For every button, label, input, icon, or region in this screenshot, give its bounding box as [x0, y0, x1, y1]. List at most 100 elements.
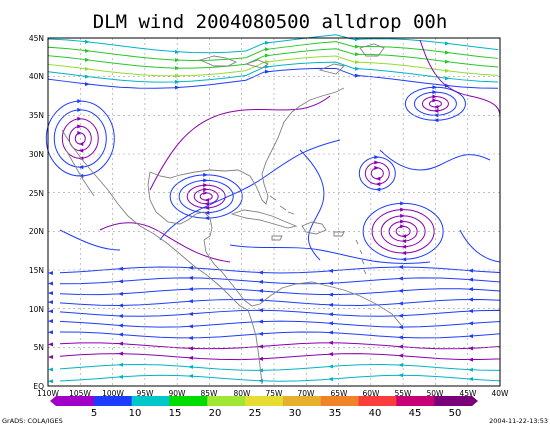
circulation-streamline [45, 100, 115, 177]
wind-arrow [48, 270, 53, 275]
wind-arrow [48, 319, 53, 324]
wind-arrow [118, 323, 123, 328]
lon-label: 40W [492, 389, 510, 398]
colorbar-swatch [56, 396, 95, 406]
wind-arrow [468, 367, 473, 372]
colorbar-value: 5 [91, 408, 97, 419]
newfoundland [359, 43, 385, 57]
easterly-streamline [59, 299, 501, 306]
wind-arrow [398, 362, 403, 367]
wind-arrow [77, 124, 83, 129]
colorbar-value: 25 [249, 408, 262, 419]
circulation-streamline [178, 179, 234, 214]
lat-label: 30N [29, 150, 44, 159]
jamaica [271, 235, 283, 241]
wind-arrow [355, 66, 360, 71]
lon-label: 45W [460, 389, 478, 398]
colorbar-value: 35 [329, 408, 342, 419]
wind-arrow [328, 321, 333, 326]
circulation-streamline [358, 156, 396, 191]
wind-arrow [188, 275, 193, 280]
westerly-streamline [47, 48, 499, 69]
south-america-west-coast [247, 309, 263, 385]
wind-arrow [118, 313, 123, 318]
wind-arrow [48, 367, 53, 372]
colorbar-right-cap [472, 396, 478, 406]
wind-arrow [188, 265, 193, 270]
wind-arrow [328, 340, 333, 345]
circulation-streamline [395, 225, 411, 237]
lon-label: 50W [427, 389, 445, 398]
wind-arrow [188, 355, 193, 360]
wind-arrow [468, 377, 473, 382]
wind-arrow [175, 73, 180, 78]
wind-arrow [375, 187, 381, 192]
wind-arrow [48, 330, 53, 335]
colorbar-value: 15 [169, 408, 182, 419]
wind-arrow [328, 364, 333, 369]
wind-arrow [85, 67, 90, 72]
wind-arrow [432, 90, 438, 95]
lon-label: 90W [169, 389, 187, 398]
wind-arrow [203, 187, 209, 192]
easterly-streamline [59, 288, 501, 296]
latitude-labels: EQ 5N 10N 15N 20N 25N 30N 35N 40N 45N [29, 34, 44, 391]
wind-arrow [204, 205, 210, 210]
wind-arrow [203, 190, 209, 195]
circulation-streamline [421, 96, 449, 112]
easterly-streamline [59, 353, 501, 361]
trough-streamline [159, 139, 341, 241]
map-title: DLM wind 2004080500 alldrop 00h [93, 11, 448, 33]
baja-california [65, 149, 95, 197]
wind-arrow [374, 165, 380, 170]
wind-arrow [258, 308, 263, 313]
wind-arrow [188, 299, 193, 304]
lat-label: 10N [29, 305, 44, 314]
puerto-rico [333, 231, 345, 237]
lon-label: 85W [201, 389, 219, 398]
map-frame [47, 37, 501, 387]
circulation-streamline [193, 188, 219, 205]
wind-arrow [468, 321, 473, 326]
wind-arrow [258, 356, 263, 361]
wind-arrow [398, 276, 403, 281]
colorbar-labels: 5 10 15 20 25 30 35 40 45 50 [91, 408, 462, 419]
trough-streamline [99, 222, 231, 263]
lon-label: 75W [266, 389, 284, 398]
wind-arrow [433, 108, 439, 113]
wind-arrow [401, 234, 407, 239]
easterly-streamline [59, 266, 501, 274]
wind-arrow [203, 172, 209, 177]
wind-arrow [355, 60, 360, 65]
longitude-labels: 110W 105W 100W 95W 90W 85W 80W 75W 70W 6… [37, 389, 509, 398]
bahamas [269, 195, 295, 215]
wind-arrow [265, 47, 270, 52]
colorbar-value: 30 [289, 408, 302, 419]
lat-label: 15N [29, 266, 44, 275]
wind-arrow [175, 85, 180, 90]
wind-arrow [175, 66, 180, 71]
wind-arrow [468, 357, 473, 362]
wind-arrow [204, 201, 210, 206]
wind-arrow [328, 330, 333, 335]
wind-arrow [85, 39, 90, 44]
trough-streamline [59, 229, 121, 251]
wind-arrow [118, 279, 123, 284]
trough-streamline [229, 244, 431, 265]
colorbar-swatch [93, 396, 133, 406]
wind-arrow [188, 311, 193, 316]
wind-arrow [175, 79, 180, 84]
wind-arrow [204, 216, 210, 221]
wind-arrow [48, 281, 53, 286]
wind-arrow [400, 207, 406, 212]
wind-arrow [433, 105, 439, 110]
hispaniola [301, 221, 327, 235]
wind-arrow [374, 160, 380, 165]
wind-arrow [188, 364, 193, 369]
lat-label: 45N [29, 34, 44, 43]
lat-label: 20N [29, 227, 44, 236]
easterly-streamline [59, 320, 501, 328]
wind-arrow [118, 303, 123, 308]
colorbar-swatch [320, 396, 360, 406]
